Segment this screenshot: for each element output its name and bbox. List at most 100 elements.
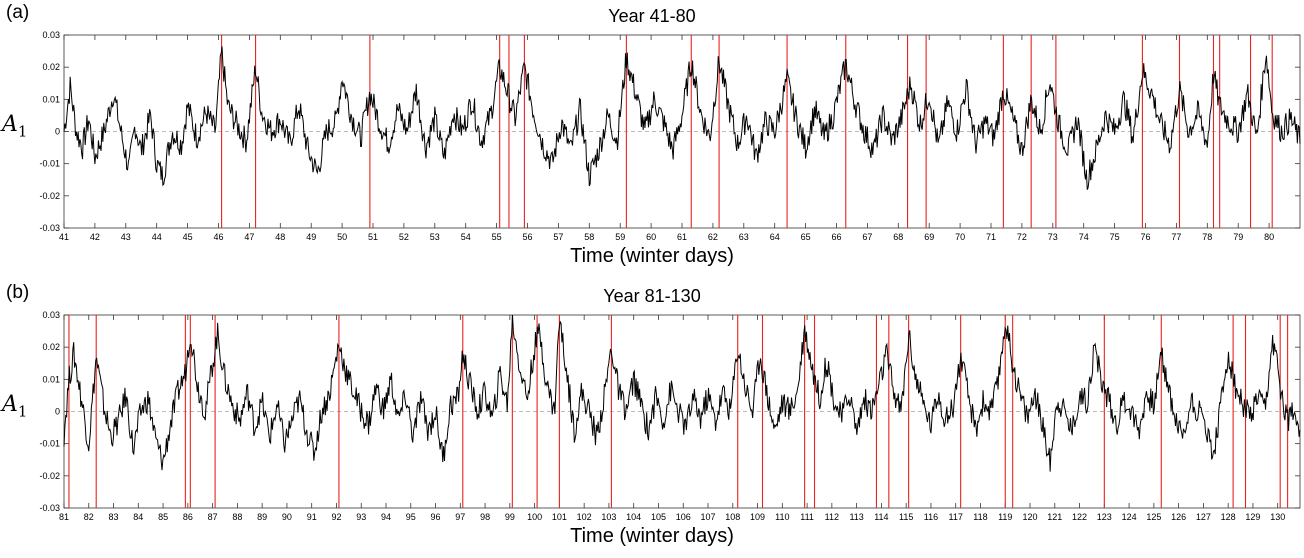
y-tick-label: -0.02: [39, 471, 60, 481]
x-axis-label: Time (winter days): [570, 525, 734, 547]
chart-title: Year 81-130: [603, 286, 701, 306]
y-tick-label: -0.01: [39, 159, 60, 169]
panel-label: (b): [6, 282, 30, 303]
x-tick-label: 122: [1072, 512, 1087, 522]
x-tick-label: 69: [924, 232, 934, 242]
x-tick-label: 55: [492, 232, 502, 242]
x-axis-label: Time (winter days): [570, 245, 734, 267]
y-axis-label: A1: [2, 112, 28, 141]
x-tick-label: 76: [1140, 232, 1150, 242]
x-tick-label: 44: [152, 232, 162, 242]
y-tick-label: 0.01: [42, 374, 60, 384]
x-tick-label: 109: [750, 512, 765, 522]
x-tick-label: 53: [430, 232, 440, 242]
x-tick-label: 63: [739, 232, 749, 242]
x-tick-label: 118: [973, 512, 987, 522]
y-tick-label: -0.01: [39, 439, 60, 449]
x-tick-label: 92: [331, 512, 341, 522]
x-tick-label: 81: [59, 512, 69, 522]
x-tick-label: 106: [676, 512, 691, 522]
x-tick-label: 111: [800, 512, 814, 522]
x-tick-label: 130: [1270, 512, 1285, 522]
x-tick-label: 72: [1017, 232, 1027, 242]
x-tick-label: 124: [1122, 512, 1137, 522]
x-tick-label: 84: [133, 512, 143, 522]
x-tick-label: 94: [381, 512, 391, 522]
x-tick-label: 129: [1245, 512, 1260, 522]
panel-a: (a) Year 41-80 -0.03 -0.02 -0.01 0 0.01 0.02 0…: [0, 0, 1304, 278]
x-tick-label: 128: [1221, 512, 1236, 522]
x-tick-label: 91: [307, 512, 317, 522]
x-tick-label: 96: [431, 512, 441, 522]
x-tick-label: 79: [1233, 232, 1243, 242]
y-tick-label: 0.01: [42, 94, 60, 104]
chart-title: Year 41-80: [608, 6, 696, 26]
x-tick-label: 71: [986, 232, 996, 242]
series-line: [63, 314, 1301, 472]
x-tick-label: 42: [90, 232, 100, 242]
x-tick-label: 66: [831, 232, 841, 242]
x-tick-label: 61: [677, 232, 687, 242]
y-tick-label: -0.03: [39, 223, 60, 233]
y-tick-label: 0.03: [42, 30, 60, 40]
x-tick-label: 64: [770, 232, 780, 242]
x-tick-label: 73: [1048, 232, 1058, 242]
x-tick-label: 41: [59, 232, 69, 242]
y-axis-label: A1: [2, 392, 28, 421]
y-tick-label: -0.02: [39, 191, 60, 201]
x-tick-label: 97: [455, 512, 465, 522]
x-tick-label: 67: [862, 232, 872, 242]
y-tick-label: 0.02: [42, 342, 60, 352]
x-tick-label: 54: [461, 232, 471, 242]
x-tick-label: 74: [1079, 232, 1089, 242]
x-tick-label: 103: [601, 512, 616, 522]
x-tick-label: 48: [275, 232, 285, 242]
x-tick-label: 121: [1047, 512, 1062, 522]
x-tick-label: 60: [646, 232, 656, 242]
x-tick-label: 82: [84, 512, 94, 522]
x-tick-label: 123: [1097, 512, 1112, 522]
y-tick-label: 0.02: [42, 62, 60, 72]
x-tick-label: 126: [1171, 512, 1186, 522]
y-tick-label: 0: [55, 407, 60, 417]
y-tick-label: 0.03: [42, 310, 60, 320]
x-tick-label: 117: [949, 512, 963, 522]
x-tick-label: 83: [109, 512, 119, 522]
x-tick-label: 107: [700, 512, 715, 522]
y-tick-label: 0: [55, 127, 60, 137]
x-tick-label: 58: [584, 232, 594, 242]
series-line: [63, 46, 1301, 190]
x-tick-label: 90: [282, 512, 292, 522]
x-tick-label: 115: [899, 512, 913, 522]
x-tick-label: 50: [337, 232, 347, 242]
x-tick-label: 100: [527, 512, 542, 522]
x-tick-label: 56: [522, 232, 532, 242]
x-tick-label: 108: [725, 512, 740, 522]
x-tick-label: 62: [708, 232, 718, 242]
x-tick-label: 114: [874, 512, 888, 522]
x-tick-label: 78: [1202, 232, 1212, 242]
x-tick-label: 125: [1146, 512, 1161, 522]
x-tick-label: 89: [257, 512, 267, 522]
panel-b: (b) Year 81-130 -0.03 -0.02 -0.01 0 0.01 0.02…: [0, 280, 1304, 558]
x-tick-label: 105: [651, 512, 666, 522]
x-tick-label: 77: [1171, 232, 1181, 242]
x-tick-label: 59: [615, 232, 625, 242]
x-tick-label: 75: [1110, 232, 1120, 242]
x-tick-label: 45: [183, 232, 193, 242]
x-tick-label: 68: [893, 232, 903, 242]
x-tick-label: 43: [121, 232, 131, 242]
x-tick-label: 65: [801, 232, 811, 242]
x-tick-label: 102: [577, 512, 592, 522]
x-tick-label: 86: [183, 512, 193, 522]
x-tick-label: 47: [244, 232, 254, 242]
x-tick-label: 98: [480, 512, 490, 522]
x-tick-label: 70: [955, 232, 965, 242]
x-tick-label: 93: [356, 512, 366, 522]
x-tick-label: 120: [1022, 512, 1037, 522]
x-tick-label: 113: [849, 512, 863, 522]
y-tick-label: -0.03: [39, 503, 60, 513]
x-tick-label: 119: [998, 512, 1012, 522]
x-tick-label: 110: [775, 512, 789, 522]
x-tick-label: 95: [406, 512, 416, 522]
